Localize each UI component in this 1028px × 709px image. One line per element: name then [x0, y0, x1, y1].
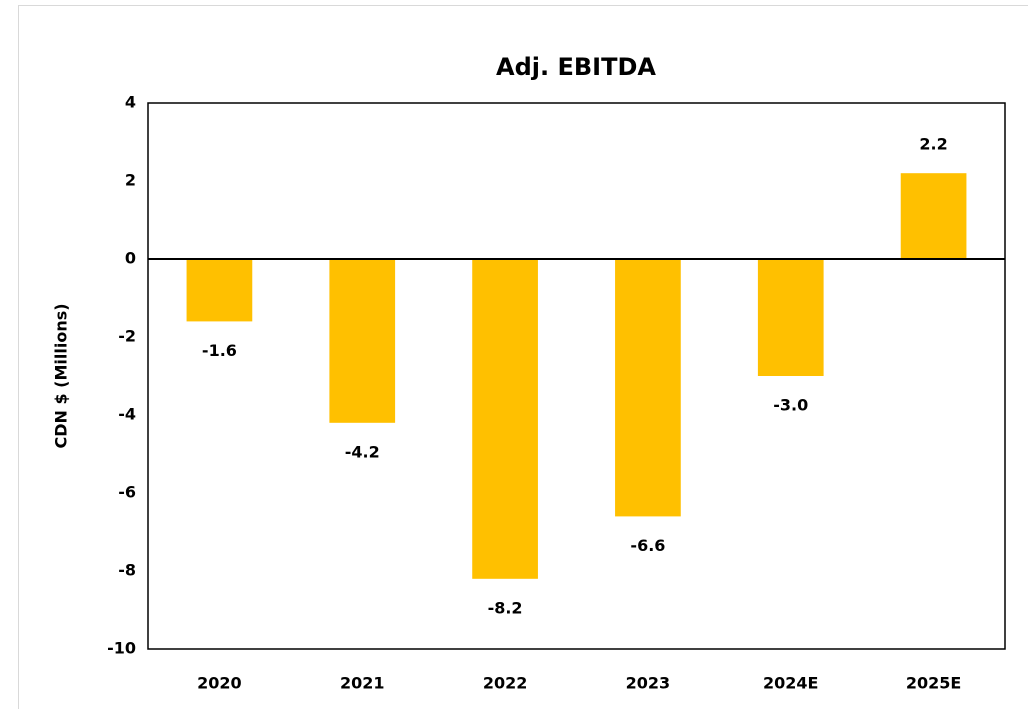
y-tick-label: 2 [125, 171, 136, 190]
x-tick-label: 2023 [626, 674, 671, 693]
x-tick-label: 2021 [340, 674, 385, 693]
y-axis-label: CDN $ (Millions) [52, 303, 71, 448]
bar [186, 259, 253, 322]
value-label: -4.2 [345, 442, 380, 461]
y-tick-label: -2 [118, 327, 136, 346]
bar [900, 173, 967, 259]
value-label: -1.6 [202, 341, 237, 360]
y-tick-label: -4 [118, 405, 136, 424]
x-tick-label: 2024E [763, 674, 818, 693]
x-tick-label: 2025E [906, 674, 961, 693]
value-label: 2.2 [919, 135, 947, 154]
value-label: -8.2 [488, 598, 523, 617]
bar [615, 259, 681, 517]
plot-border [147, 102, 1006, 650]
y-tick-label: 4 [125, 93, 136, 112]
x-tick-label: 2020 [197, 674, 242, 693]
y-tick-label: -8 [118, 561, 136, 580]
chart-title: Adj. EBITDA [496, 53, 656, 81]
bar [472, 259, 538, 579]
value-label: -3.0 [773, 396, 808, 415]
y-tick-label: -10 [107, 639, 136, 658]
value-label: -6.6 [630, 536, 665, 555]
bar [757, 259, 824, 376]
y-tick-label: -6 [118, 483, 136, 502]
y-tick-label: 0 [125, 249, 136, 268]
bar [329, 259, 396, 423]
x-tick-label: 2022 [483, 674, 528, 693]
